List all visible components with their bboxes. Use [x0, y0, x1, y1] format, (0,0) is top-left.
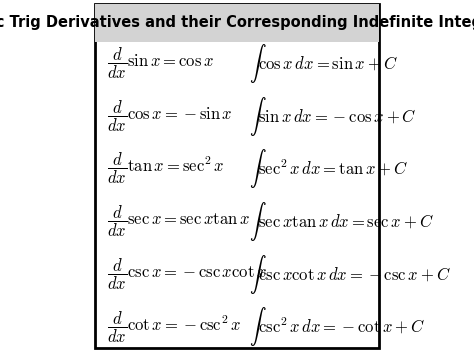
FancyBboxPatch shape — [95, 4, 379, 348]
Text: $\dfrac{d}{dx}\cos x = -\sin x$: $\dfrac{d}{dx}\cos x = -\sin x$ — [107, 98, 232, 133]
Text: $\dfrac{d}{dx}\tan x = \sec^2 x$: $\dfrac{d}{dx}\tan x = \sec^2 x$ — [107, 151, 224, 186]
Text: $\dfrac{d}{dx}\sin x = \cos x$: $\dfrac{d}{dx}\sin x = \cos x$ — [107, 46, 214, 81]
Text: $\int \cos x\,dx = \sin x + C$: $\int \cos x\,dx = \sin x + C$ — [248, 42, 397, 85]
Text: $\int \sec x\tan x\,dx = \sec x + C$: $\int \sec x\tan x\,dx = \sec x + C$ — [248, 200, 433, 243]
Text: Basic Trig Derivatives and their Corresponding Indefinite Integrals: Basic Trig Derivatives and their Corresp… — [0, 15, 474, 30]
Text: $\int \csc^2 x\,dx = -\cot x + C$: $\int \csc^2 x\,dx = -\cot x + C$ — [248, 306, 425, 348]
Text: $\int \csc x\cot x\,dx = -\csc x + C$: $\int \csc x\cot x\,dx = -\csc x + C$ — [248, 253, 450, 296]
Text: $\dfrac{d}{dx}\cot x = -\csc^2 x$: $\dfrac{d}{dx}\cot x = -\csc^2 x$ — [107, 309, 241, 344]
FancyBboxPatch shape — [95, 4, 379, 42]
Text: $\dfrac{d}{dx}\sec x = \sec x\tan x$: $\dfrac{d}{dx}\sec x = \sec x\tan x$ — [107, 204, 250, 239]
Text: $\int \sec^2 x\,dx = \tan x + C$: $\int \sec^2 x\,dx = \tan x + C$ — [248, 147, 408, 190]
Text: $\dfrac{d}{dx}\csc x = -\csc x\cot x$: $\dfrac{d}{dx}\csc x = -\csc x\cot x$ — [107, 257, 266, 292]
Text: $\int \sin x\,dx = -\cos x + C$: $\int \sin x\,dx = -\cos x + C$ — [248, 95, 416, 137]
